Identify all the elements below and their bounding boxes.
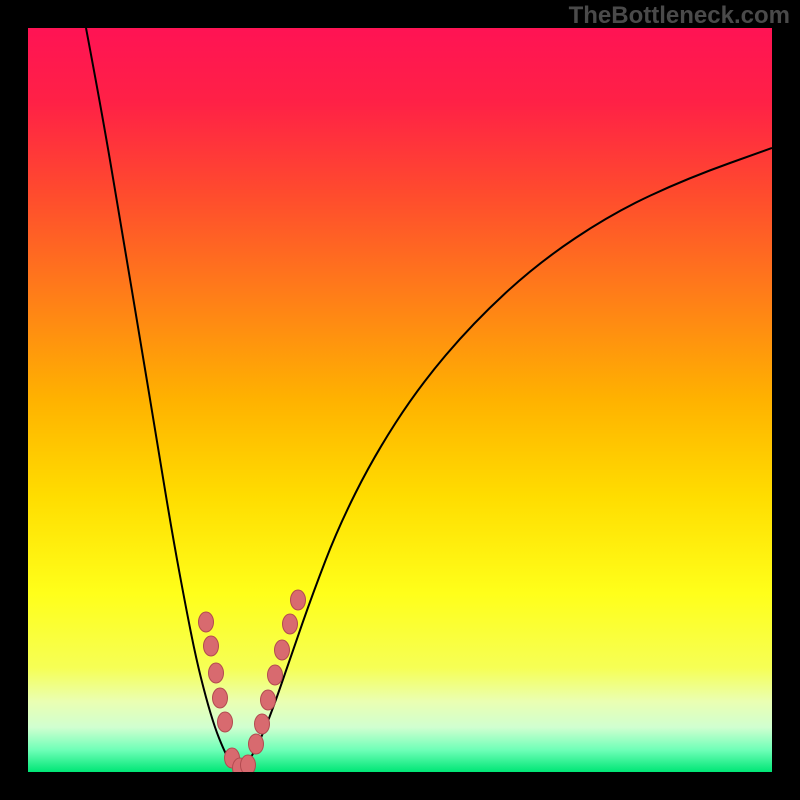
data-marker	[291, 590, 306, 610]
chart-frame: TheBottleneck.com	[0, 0, 800, 800]
data-marker	[204, 636, 219, 656]
data-marker	[268, 665, 283, 685]
data-marker	[249, 734, 264, 754]
data-marker	[275, 640, 290, 660]
chart-canvas	[0, 0, 800, 800]
data-marker	[283, 614, 298, 634]
plot-area	[28, 28, 772, 778]
watermark-text: TheBottleneck.com	[569, 2, 790, 30]
data-marker	[218, 712, 233, 732]
data-marker	[261, 690, 276, 710]
gradient-background	[28, 28, 772, 772]
data-marker	[255, 714, 270, 734]
data-marker	[241, 755, 256, 775]
data-marker	[209, 663, 224, 683]
data-marker	[213, 688, 228, 708]
data-marker	[199, 612, 214, 632]
